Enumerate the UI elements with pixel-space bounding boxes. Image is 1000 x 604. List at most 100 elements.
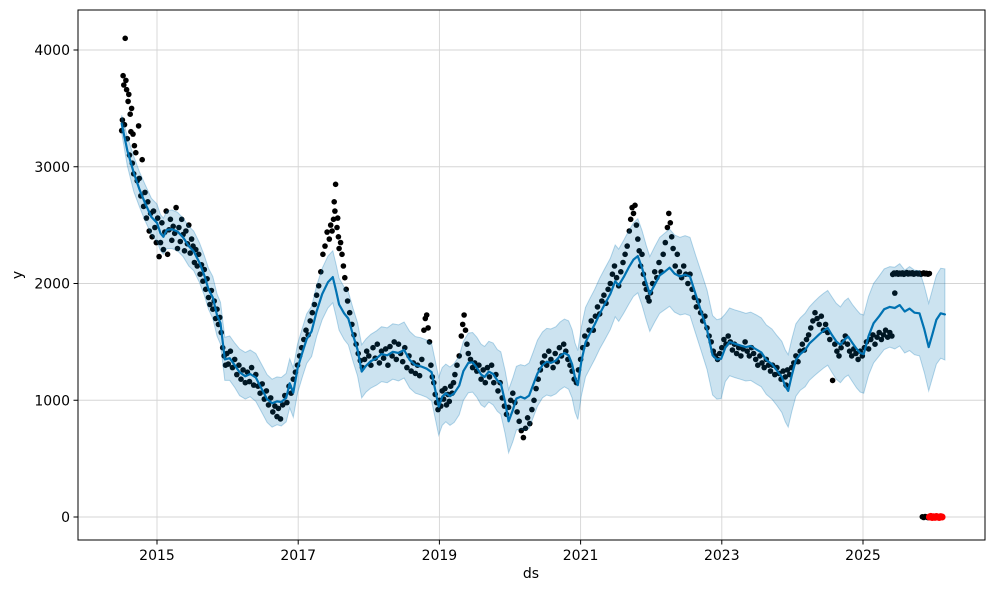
history-point	[560, 341, 567, 348]
history-point	[624, 243, 630, 249]
history-point	[618, 269, 624, 275]
history-point	[461, 312, 467, 318]
history-point	[183, 228, 189, 234]
history-point	[248, 364, 255, 371]
history-point	[491, 379, 497, 386]
y-tick-label: 2000	[34, 277, 70, 293]
y-tick-label: 0	[61, 510, 70, 526]
history-point	[169, 237, 175, 244]
history-point	[721, 336, 727, 343]
history-point	[164, 251, 171, 258]
history-point	[131, 142, 138, 149]
history-point	[527, 420, 533, 427]
history-point	[633, 222, 640, 228]
history-point	[270, 409, 276, 415]
history-point	[926, 270, 933, 277]
history-point	[524, 415, 531, 421]
history-point	[188, 236, 195, 242]
history-point	[816, 321, 822, 328]
history-point	[878, 336, 885, 343]
history-point	[366, 353, 372, 359]
history-point	[170, 223, 176, 230]
history-point	[344, 298, 351, 304]
history-point	[746, 353, 753, 359]
history-point	[195, 251, 202, 258]
history-point	[150, 208, 157, 214]
history-point	[829, 377, 836, 384]
history-point	[284, 399, 290, 406]
history-point	[582, 333, 588, 339]
history-point	[676, 269, 683, 275]
x-tick-label: 2023	[704, 548, 740, 564]
history-point	[139, 156, 145, 163]
history-point	[670, 245, 676, 252]
history-point	[870, 332, 876, 338]
y-tick-label: 1000	[34, 393, 70, 409]
history-point	[205, 294, 212, 301]
tick-labels: 2015 2017 2019 2021 2023 2025 0 1000 2000 3000 400…	[34, 43, 880, 564]
history-point	[832, 341, 838, 348]
history-point	[454, 362, 460, 369]
history-point	[761, 364, 767, 371]
history-point	[374, 341, 381, 348]
history-point	[263, 388, 270, 394]
x-tick-label: 2025	[845, 548, 881, 564]
history-point	[680, 263, 687, 269]
history-point	[868, 336, 874, 343]
history-point	[522, 425, 529, 432]
history-point	[149, 234, 155, 240]
history-point	[627, 216, 634, 223]
history-point	[476, 362, 482, 369]
x-tick-label: 2019	[422, 548, 458, 564]
history-point	[123, 86, 130, 93]
history-point	[322, 243, 328, 249]
history-point	[848, 353, 855, 359]
history-point	[855, 356, 861, 363]
history-point	[812, 309, 818, 316]
history-point	[327, 222, 334, 228]
history-point	[120, 72, 126, 79]
history-point	[332, 181, 339, 188]
history-point	[143, 215, 150, 221]
history-point	[767, 368, 774, 374]
history-point	[163, 208, 169, 214]
history-point	[611, 263, 618, 269]
history-point	[320, 251, 326, 258]
history-point	[146, 228, 152, 234]
history-point	[452, 371, 458, 378]
history-point	[402, 344, 408, 351]
history-point	[178, 216, 185, 223]
history-point	[818, 313, 825, 320]
history-point	[329, 228, 335, 234]
history-point	[227, 348, 234, 355]
history-point	[772, 371, 778, 378]
history-point	[313, 292, 320, 299]
x-tick-label: 2015	[139, 548, 175, 564]
x-axis-label: ds	[523, 566, 539, 582]
history-point	[478, 376, 484, 383]
anomaly-point	[938, 513, 946, 521]
history-point	[484, 364, 491, 371]
history-point	[674, 251, 681, 258]
history-point	[672, 263, 678, 269]
history-point	[529, 406, 535, 413]
axes-frame	[73, 9, 986, 545]
history-point	[844, 341, 851, 348]
history-point	[236, 362, 242, 369]
history-point	[865, 346, 872, 352]
history-point	[464, 341, 470, 348]
history-point	[660, 251, 666, 258]
plot-border	[77, 9, 986, 541]
history-point	[495, 388, 501, 394]
history-point	[156, 253, 162, 260]
history-point	[152, 224, 158, 231]
history-point	[827, 336, 833, 343]
history-point	[757, 353, 763, 359]
history-point	[428, 362, 434, 369]
history-point	[207, 301, 213, 308]
history-point	[391, 339, 398, 345]
history-point	[744, 348, 750, 355]
history-point	[426, 339, 433, 345]
history-point	[315, 283, 322, 289]
